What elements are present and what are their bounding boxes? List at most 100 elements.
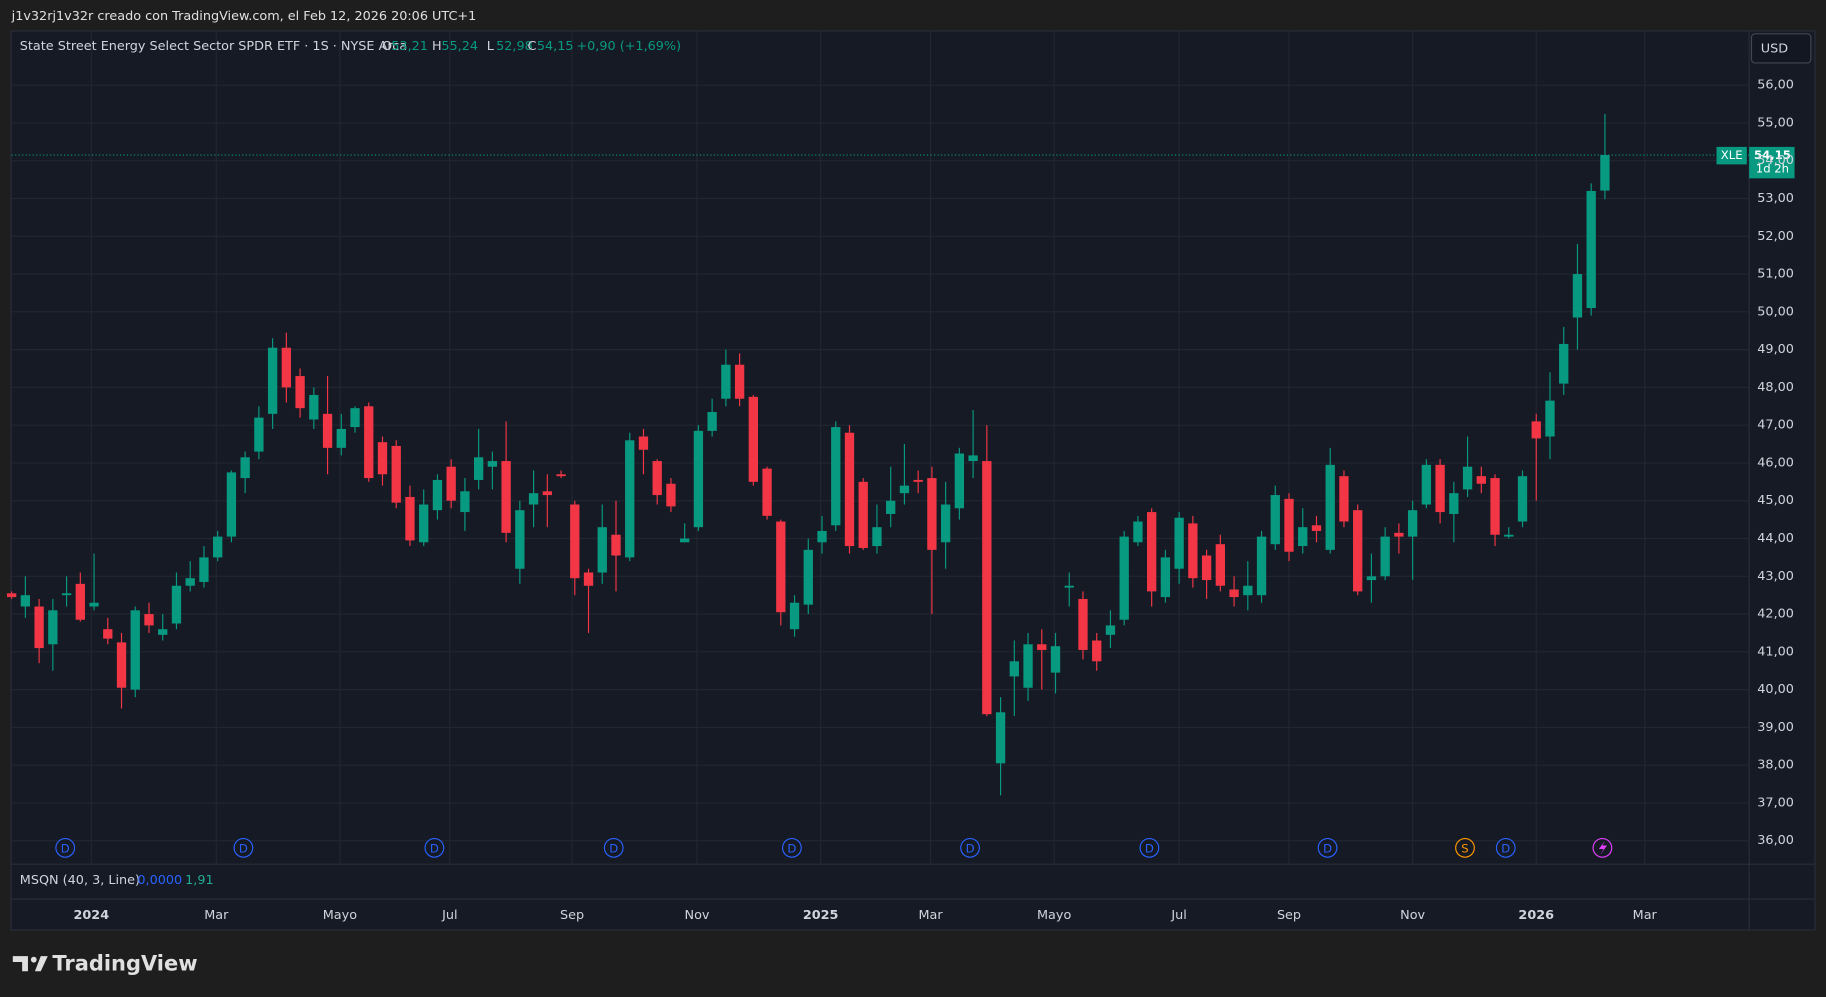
x-tick-label: Mar (204, 908, 229, 923)
x-tick-label: 2024 (73, 908, 109, 923)
event-marker[interactable] (1139, 837, 1160, 858)
x-tick-label: Sep (560, 908, 584, 923)
y-tick-label: 36,00 (1757, 833, 1794, 848)
candle-body (1270, 495, 1280, 545)
candle-body (515, 510, 525, 569)
candle-body (61, 593, 72, 596)
candle-body (1504, 534, 1514, 537)
candle-body (611, 534, 621, 556)
event-marker[interactable] (960, 837, 980, 858)
candle-body (1050, 646, 1061, 673)
candle-body (144, 614, 154, 626)
candle-body (1160, 557, 1171, 598)
brand-logo: TradingView (12, 951, 198, 975)
event-marker[interactable] (1455, 837, 1475, 858)
candle-body (419, 504, 429, 543)
event-marker[interactable] (424, 837, 445, 858)
legend-value: 52,98 (496, 39, 533, 54)
candle-body (1311, 525, 1322, 531)
candle-body (1133, 521, 1143, 543)
event-marker[interactable] (781, 837, 802, 858)
candle-body (872, 527, 882, 547)
candle-body (1078, 598, 1088, 650)
candle-body (707, 411, 717, 431)
event-marker[interactable] (233, 837, 254, 858)
candle-body (542, 491, 552, 496)
candle-body (638, 436, 649, 450)
candle-body (1215, 544, 1225, 586)
y-tick-label: 46,00 (1757, 455, 1794, 470)
candle-body (1531, 421, 1541, 439)
candle-body (1105, 625, 1116, 635)
y-tick-label: 55,00 (1757, 115, 1794, 130)
y-tick-label: 41,00 (1757, 644, 1794, 659)
candle-body (1174, 517, 1184, 569)
x-tick-label: Mayo (1037, 908, 1071, 923)
y-tick-label: 44,00 (1757, 531, 1794, 546)
event-marker[interactable] (1317, 837, 1338, 858)
candle-body (1009, 661, 1019, 677)
event-marker[interactable] (1495, 837, 1516, 858)
candle-body (130, 610, 140, 690)
candle-body (528, 493, 539, 505)
countdown-label: 1d 2h (1756, 162, 1789, 176)
candle-body (858, 481, 868, 548)
y-tick-label: 42,00 (1757, 607, 1794, 622)
candle-body (20, 595, 31, 607)
indicator-value: 1,91 (185, 873, 214, 888)
event-label: D (966, 842, 975, 856)
candle-body (995, 712, 1006, 764)
logo-mark (12, 956, 28, 972)
logo-mark (30, 956, 37, 963)
candle-body (1586, 190, 1596, 309)
candle-body (336, 428, 346, 448)
event-marker[interactable] (603, 837, 624, 858)
candle-body (1353, 510, 1363, 592)
candle-body (776, 521, 786, 613)
x-tick-label: Jul (441, 908, 457, 923)
x-tick-label: 2026 (1518, 908, 1554, 923)
y-tick-label: 49,00 (1757, 342, 1794, 357)
y-tick-label: 45,00 (1757, 493, 1794, 508)
candle-body (721, 364, 731, 399)
candle-body (1407, 510, 1418, 537)
candle-body (226, 472, 237, 537)
candle-body (185, 578, 195, 586)
candle-body (625, 440, 635, 558)
x-tick-label: Nov (1400, 908, 1425, 923)
candle-body (1298, 527, 1308, 547)
logo-mark (34, 956, 48, 972)
y-tick-label: 52,00 (1757, 229, 1794, 244)
candle-body (831, 427, 841, 526)
candle-body (1325, 464, 1335, 550)
event-label: D (1501, 842, 1510, 856)
candle-body (89, 602, 99, 607)
y-tick-label: 47,00 (1757, 418, 1794, 433)
currency-label[interactable]: USD (1761, 41, 1788, 56)
currency-button[interactable] (1750, 33, 1812, 64)
candle-body (789, 602, 800, 630)
candle-body (886, 500, 896, 514)
candle-body (267, 347, 278, 414)
candle-body (1600, 155, 1610, 191)
candle-body (254, 417, 264, 452)
grid (11, 31, 1750, 865)
event-label: D (430, 842, 439, 856)
candle-body (295, 376, 305, 409)
candle-body (34, 606, 44, 649)
event-label: D (609, 842, 618, 856)
y-tick-label: 43,00 (1757, 569, 1794, 584)
candle-body (940, 504, 951, 543)
event-marker[interactable] (55, 837, 76, 858)
candle-body (1037, 644, 1047, 650)
candle-body (240, 457, 250, 479)
y-tick-label: 50,00 (1757, 304, 1794, 319)
candle-body (1284, 498, 1294, 552)
legend-value: 55,24 (441, 39, 478, 54)
candle-body (501, 461, 511, 533)
candle-body (1490, 478, 1500, 535)
legend-value: 54,15 (537, 39, 574, 54)
candle-body (666, 483, 676, 507)
